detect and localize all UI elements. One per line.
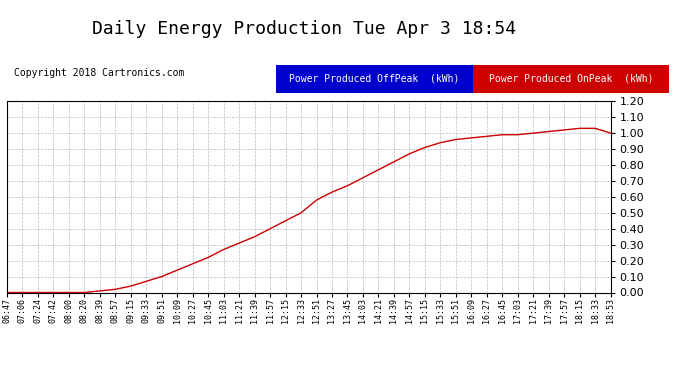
Text: Daily Energy Production Tue Apr 3 18:54: Daily Energy Production Tue Apr 3 18:54 <box>92 20 515 38</box>
Text: Power Produced OffPeak  (kWh): Power Produced OffPeak (kWh) <box>289 74 460 84</box>
Text: Copyright 2018 Cartronics.com: Copyright 2018 Cartronics.com <box>14 68 184 78</box>
Text: Power Produced OnPeak  (kWh): Power Produced OnPeak (kWh) <box>489 74 653 84</box>
